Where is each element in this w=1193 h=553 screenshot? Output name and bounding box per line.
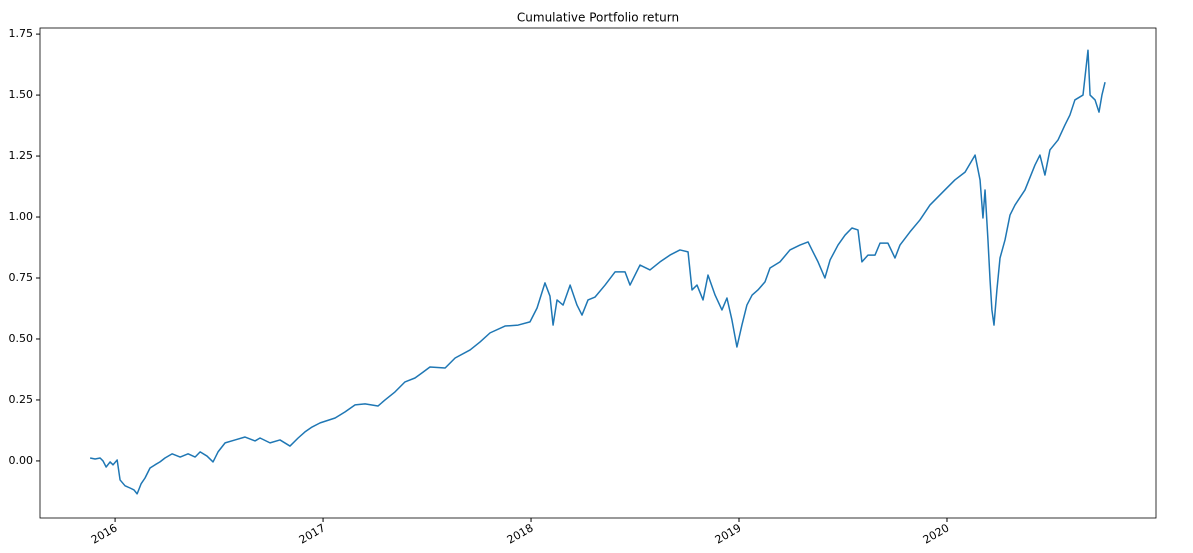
y-tick-label: 0.00 [9,454,34,467]
x-tick-label: 2019 [713,521,744,546]
plot-frame [39,27,1157,519]
y-tick-label: 1.50 [9,88,34,101]
y-tick-label: 0.25 [9,393,34,406]
x-tick-label: 2018 [505,521,536,546]
x-tick-label: 2020 [921,521,952,546]
y-tick-label: 0.75 [9,271,34,284]
x-tick-label: 2017 [297,521,328,546]
y-tick-label: 1.75 [9,27,34,40]
y-tick-label: 0.50 [9,332,34,345]
data-line [89,49,1106,495]
chart-title: Cumulative Portfolio return [517,11,679,25]
x-tick-label: 2016 [89,521,120,546]
y-tick-label: 1.25 [9,149,34,162]
y-tick-label: 1.00 [9,210,34,223]
